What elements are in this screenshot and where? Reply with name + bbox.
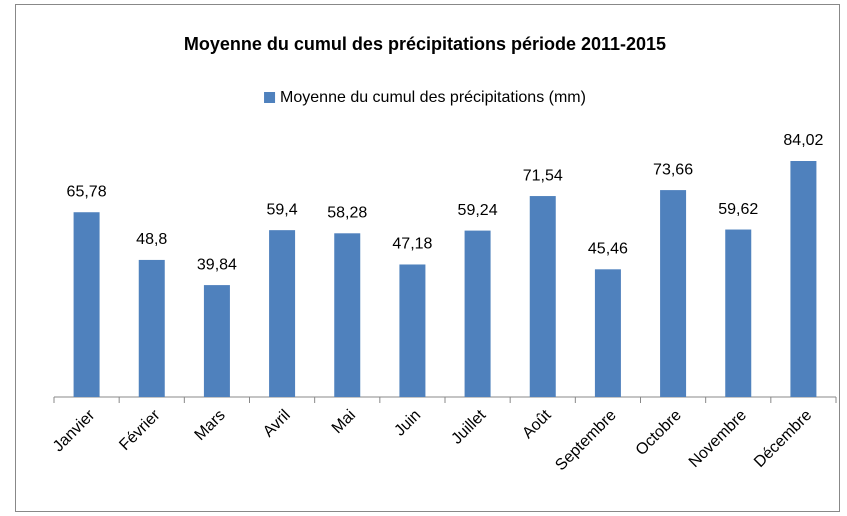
bar (334, 233, 361, 397)
legend-label: Moyenne du cumul des précipitations (mm) (280, 89, 586, 106)
data-label: 84,02 (783, 132, 823, 149)
bar (790, 161, 817, 397)
data-label: 39,84 (197, 256, 237, 273)
bar (660, 190, 687, 397)
data-label: 73,66 (653, 161, 693, 178)
data-label: 65,78 (67, 183, 107, 200)
bar (725, 229, 752, 397)
chart-frame (15, 4, 840, 512)
data-label: 48,8 (136, 231, 167, 248)
legend-swatch (264, 92, 276, 103)
bar (464, 230, 491, 397)
bar (73, 212, 100, 397)
data-label: 59,62 (718, 201, 758, 218)
data-label: 47,18 (392, 236, 432, 253)
data-label: 71,54 (523, 167, 563, 184)
data-label: 59,24 (458, 202, 498, 219)
data-label: 58,28 (327, 205, 367, 222)
bar (269, 230, 296, 397)
bar (594, 269, 621, 397)
chart-title: Moyenne du cumul des précipitations péri… (184, 34, 666, 54)
bar (138, 259, 165, 397)
bar (203, 285, 230, 397)
data-label: 45,46 (588, 241, 628, 258)
data-label: 59,4 (267, 201, 298, 218)
bar (399, 264, 426, 397)
bar (529, 196, 556, 397)
